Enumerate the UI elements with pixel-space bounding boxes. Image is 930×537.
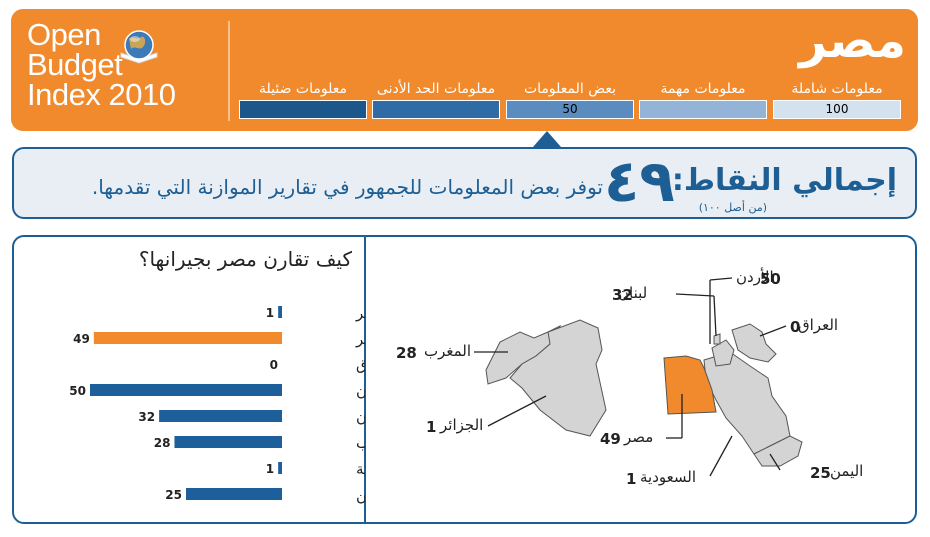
header-divider xyxy=(228,21,230,121)
bar-category-label-5: المغرب xyxy=(356,434,365,452)
bar-category-label-1: مصر xyxy=(355,330,365,348)
bar-1 xyxy=(93,332,282,344)
score-number: ٤٩ xyxy=(604,147,675,215)
panel-divider xyxy=(364,237,366,522)
map-value-yemen: 25 xyxy=(810,464,831,482)
bar-value-label-0: 1 xyxy=(266,306,274,320)
region-map: الأردن 50 لبنان 32 العراق 0 المغرب 28 ال… xyxy=(396,267,863,488)
bar-category-label-0: الجزائر xyxy=(355,304,365,322)
score-description: توفر بعض المعلومات للجمهور في تقارير الم… xyxy=(91,175,603,199)
map-label-egypt: مصر xyxy=(623,428,653,446)
map-region-iraq xyxy=(731,323,777,363)
neighbors-bar-chart: 1 الجزائر 49 مصر 0 العراق 50 الأردن 32 لبنان 28 الم… xyxy=(69,304,365,504)
map-label-lebanon: لبنان xyxy=(618,284,647,302)
level-bar-scant xyxy=(239,100,367,119)
map-label-jordan: الأردن xyxy=(736,267,774,286)
chart-title: كيف تقارن مصر بجيرانها؟ xyxy=(138,247,352,271)
map-value-egypt: 49 xyxy=(600,430,621,448)
bar-value-label-5: 28 xyxy=(154,436,171,450)
bar-6 xyxy=(278,462,282,474)
map-region-algeria xyxy=(509,319,607,437)
map-value-lebanon: 32 xyxy=(612,286,633,304)
bar-category-label-2: العراق xyxy=(356,356,365,374)
total-score-box: إجمالي النقاط: (من أصل ١٠٠) ٤٩ توفر بعض … xyxy=(12,147,917,219)
map-value-jordan: 50 xyxy=(760,270,781,288)
level-label-some: بعض المعلومات xyxy=(523,81,617,97)
globe-book-icon xyxy=(120,30,158,64)
open-budget-index-logo: Open Budget Index 2010 xyxy=(27,17,187,112)
logo-line-index: Index xyxy=(27,77,101,112)
level-bar-significant xyxy=(639,100,767,119)
level-label-scant: معلومات ضئيلة xyxy=(259,81,347,97)
score-title: إجمالي النقاط: xyxy=(671,163,897,198)
map-region-jordan xyxy=(711,339,735,367)
map-label-morocco: المغرب xyxy=(424,342,471,360)
map-label-iraq: العراق xyxy=(798,316,838,334)
bar-value-label-3: 50 xyxy=(69,384,86,398)
bar-5 xyxy=(174,436,282,448)
level-label-comprehensive: معلومات شاملة xyxy=(791,81,883,97)
logo-year: 2010 xyxy=(108,77,176,112)
map-value-morocco: 28 xyxy=(396,344,417,362)
map-region-saudi xyxy=(703,351,791,455)
bar-value-label-7: 25 xyxy=(165,488,182,502)
bar-category-label-7: اليمن xyxy=(356,486,365,504)
map-label-yemen: اليمن xyxy=(830,462,863,480)
bar-category-label-6: السعودية xyxy=(356,460,365,478)
level-bar-comprehensive: 100 xyxy=(773,100,901,119)
bar-value-label-2: 0 xyxy=(270,358,278,372)
map-value-iraq: 0 xyxy=(790,318,800,336)
bar-4 xyxy=(159,410,282,422)
level-bar-some: 50 xyxy=(506,100,634,119)
bar-category-label-4: لبنان xyxy=(356,408,365,426)
level-label-minimal: معلومات الحد الأدنى xyxy=(376,81,496,97)
map-label-algeria: الجزائر xyxy=(439,416,483,434)
map-value-saudi: 1 xyxy=(626,470,636,488)
header-banner: Open Budget Index 2010 مصر معلومات شاملة… xyxy=(11,9,918,131)
bar-value-label-4: 32 xyxy=(138,410,155,424)
level-label-significant: معلومات مهمة xyxy=(660,81,746,97)
map-region-yemen xyxy=(753,435,803,467)
bar-value-label-1: 49 xyxy=(73,332,90,346)
map-label-saudi: السعودية xyxy=(640,468,696,486)
logo-line-budget: Budget xyxy=(27,47,123,82)
country-title: مصر xyxy=(799,13,906,69)
bar-3 xyxy=(90,384,282,396)
logo-line-open: Open xyxy=(27,17,101,52)
bar-7 xyxy=(186,488,282,500)
bar-category-label-3: الأردن xyxy=(356,381,365,400)
score-subtitle: (من أصل ١٠٠) xyxy=(698,201,767,214)
level-bar-minimal xyxy=(372,100,500,119)
bar-0 xyxy=(278,306,282,318)
bar-value-label-6: 1 xyxy=(266,462,274,476)
score-pointer-icon xyxy=(533,131,561,147)
map-region-lebanon xyxy=(713,333,721,345)
map-region-egypt xyxy=(663,355,717,415)
map-value-algeria: 1 xyxy=(426,418,436,436)
